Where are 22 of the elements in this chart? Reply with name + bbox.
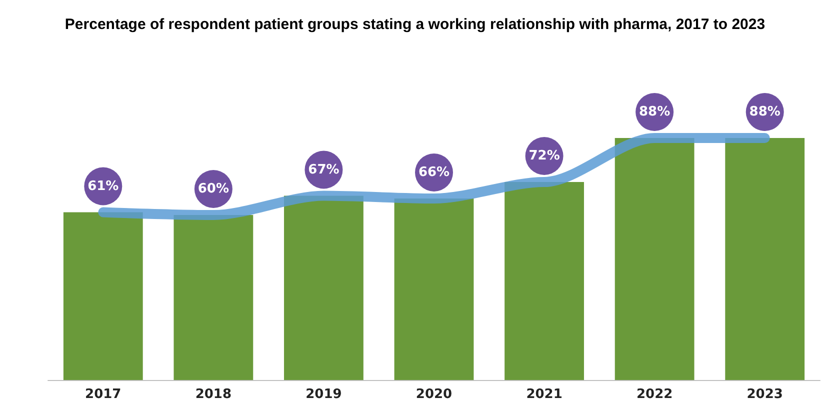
bar [284,196,364,380]
bar [174,215,254,380]
data-label: 66% [418,165,450,180]
x-tick-label: 2022 [636,387,673,402]
data-label: 60% [198,182,229,196]
data-label: 72% [528,148,560,164]
bar [504,182,584,380]
bar [614,138,694,380]
x-tick-label: 2017 [85,387,122,402]
data-label: 67% [308,162,340,178]
x-tick-label: 2021 [526,387,562,402]
chart-title: Percentage of respondent patient groups stating a working relationship with pharma, 2017 to 2023 [64,16,766,33]
data-label: 88% [749,104,780,120]
data-label: 88% [639,104,670,120]
bar [725,138,805,380]
x-tick-label: 2019 [306,387,342,402]
bar [394,198,474,380]
bar [63,212,143,380]
x-tick-label: 2020 [416,387,452,402]
x-tick-label: 2023 [746,387,783,402]
x-tick-label: 2018 [195,387,232,402]
data-label: 61% [88,178,119,194]
